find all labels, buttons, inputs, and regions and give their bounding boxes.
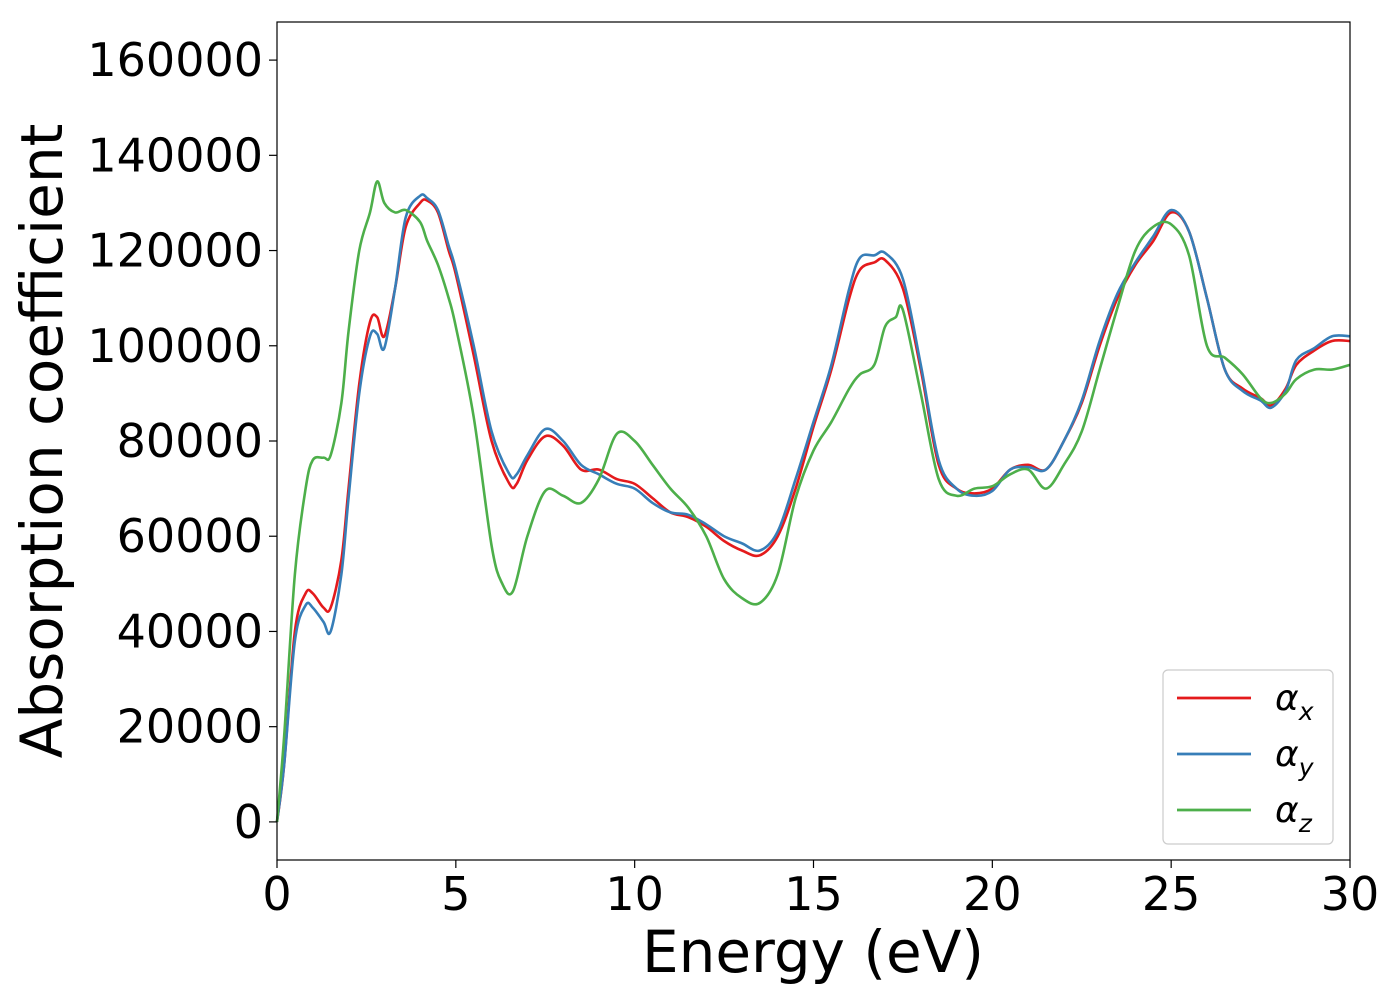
series-line-y bbox=[275, 193, 1351, 823]
x-tick-label: 20 bbox=[963, 867, 1022, 921]
y-tick-label: 60000 bbox=[117, 509, 263, 563]
series-layer bbox=[275, 180, 1351, 823]
series-line-x bbox=[275, 198, 1351, 823]
y-axis-title: Absorption coefficient bbox=[8, 124, 76, 759]
y-tick-label: 20000 bbox=[117, 700, 263, 754]
x-tick-label: 10 bbox=[605, 867, 664, 921]
x-tick-label: 5 bbox=[441, 867, 470, 921]
y-tick-label: 140000 bbox=[87, 128, 263, 182]
legend-label-z: αz bbox=[1275, 790, 1313, 838]
legend: αx αy αz bbox=[1162, 669, 1334, 845]
legend-box bbox=[1162, 669, 1334, 845]
y-tick-label: 160000 bbox=[87, 33, 263, 87]
series-line-z bbox=[275, 180, 1351, 823]
y-tick-label: 40000 bbox=[117, 604, 263, 658]
x-tick-label: 15 bbox=[784, 867, 843, 921]
x-tick-label: 0 bbox=[262, 867, 291, 921]
y-tick-label: 120000 bbox=[87, 224, 263, 278]
y-tick-label: 0 bbox=[234, 795, 263, 849]
x-tick-label: 25 bbox=[1142, 867, 1201, 921]
legend-label-x: αx bbox=[1275, 678, 1314, 726]
legend-label-y: αy bbox=[1275, 734, 1315, 782]
x-tick-label: 30 bbox=[1321, 867, 1380, 921]
y-tick-label: 100000 bbox=[87, 319, 263, 373]
y-tick-label: 80000 bbox=[117, 414, 263, 468]
y-axis: 0 20000 40000 60000 80000 100000 120000 140000 1… bbox=[87, 33, 277, 849]
x-axis-title: Energy (eV) bbox=[642, 918, 984, 986]
x-axis: 0 5 10 15 20 25 30 bbox=[262, 860, 1379, 921]
